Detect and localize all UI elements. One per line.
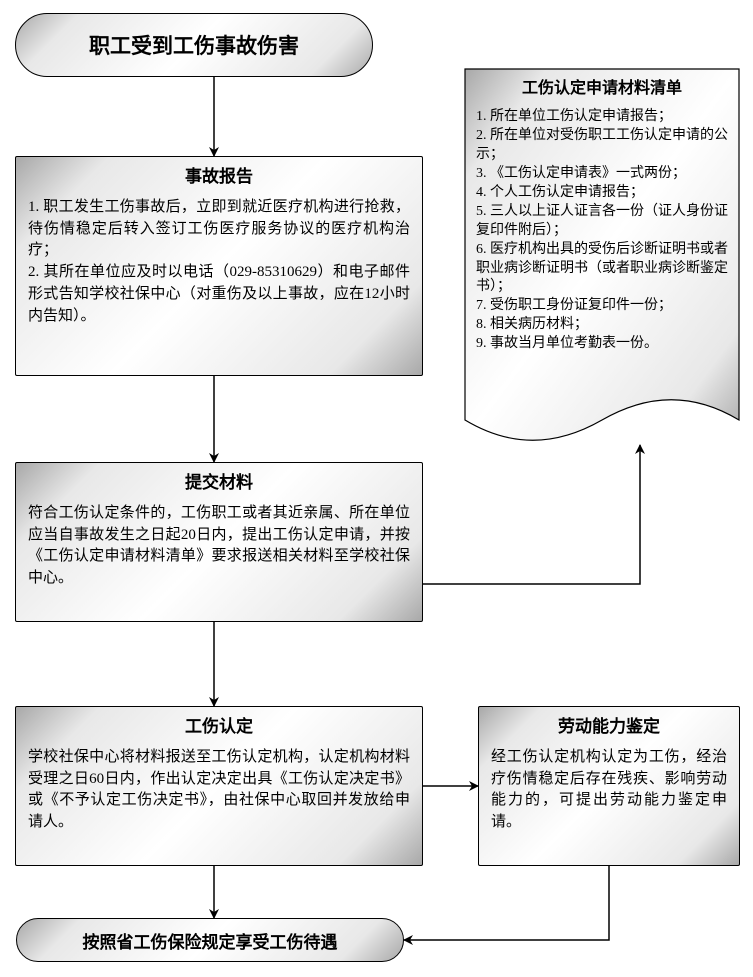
flowchart-canvas: 职工受到工伤事故伤害 事故报告 1. 职工发生工伤事故后，立即到就近医疗机构进行…: [0, 0, 753, 977]
node-ability-body: 经工伤认定机构认定为工伤，经治疗伤情稳定后存在残疾、影响劳动能力的，可提出劳动能…: [491, 747, 727, 834]
node-checklist-body: 1. 所在单位工伤认定申请报告； 2. 所在单位对受伤职工工伤认定申请的公示； …: [476, 108, 728, 354]
node-identify-body: 学校社保中心将材料报送至工伤认定机构，认定机构材料受理之日60日内，作出认定决定…: [28, 747, 410, 834]
node-checklist-title: 工伤认定申请材料清单: [476, 78, 728, 100]
node-report-title: 事故报告: [28, 165, 410, 189]
node-end-title: 按照省工伤保险规定享受工伤待遇: [83, 928, 338, 953]
edge-submit-to-checklist: [423, 445, 640, 584]
node-report-body: 1. 职工发生工伤事故后，立即到就近医疗机构进行抢救，待伤情稳定后转入签订工伤医…: [28, 197, 410, 328]
node-report: 事故报告 1. 职工发生工伤事故后，立即到就近医疗机构进行抢救，待伤情稳定后转入…: [15, 156, 423, 376]
node-ability: 劳动能力鉴定 经工伤认定机构认定为工伤，经治疗伤情稳定后存在残疾、影响劳动能力的…: [478, 706, 740, 866]
node-end: 按照省工伤保险规定享受工伤待遇: [16, 918, 404, 962]
node-checklist: 工伤认定申请材料清单 1. 所在单位工伤认定申请报告； 2. 所在单位对受伤职工…: [464, 68, 740, 448]
edge-ability-to-end: [404, 866, 609, 940]
node-submit-title: 提交材料: [28, 471, 410, 495]
node-submit: 提交材料 符合工伤认定条件的，工伤职工或者其近亲属、所在单位应当自事故发生之日起…: [15, 462, 423, 622]
node-identify-title: 工伤认定: [28, 715, 410, 739]
node-ability-title: 劳动能力鉴定: [491, 715, 727, 739]
node-start-title: 职工受到工伤事故伤害: [89, 30, 299, 60]
node-start: 职工受到工伤事故伤害: [15, 13, 373, 77]
node-identify: 工伤认定 学校社保中心将材料报送至工伤认定机构，认定机构材料受理之日60日内，作…: [15, 706, 423, 866]
node-submit-body: 符合工伤认定条件的，工伤职工或者其近亲属、所在单位应当自事故发生之日起20日内，…: [28, 503, 410, 590]
